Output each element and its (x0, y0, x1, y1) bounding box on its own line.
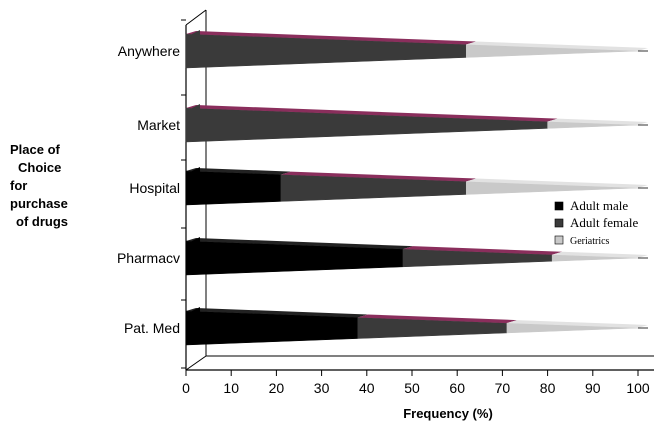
bar-top-market-geriatrics (547, 118, 648, 125)
category-label-anywhere: Anywhere (118, 43, 180, 59)
category-label-pat-med: Pat. Med (124, 320, 180, 336)
x-tick-label: 20 (269, 380, 285, 396)
x-tick-label: 70 (495, 380, 511, 396)
bar-top-pat-med-adult-male (186, 308, 368, 318)
bar-hospital-adult-male (185, 170, 282, 206)
y-axis-title-line: of drugs (16, 214, 68, 229)
legend: Adult male Adult female Geriatrics (554, 198, 638, 247)
bar-top-hospital-adult-female (280, 171, 477, 182)
bar-top-pharmacv-adult-male (186, 238, 413, 250)
x-tick-label: 90 (585, 380, 601, 396)
bar-base-market (192, 104, 200, 142)
bar-pharmacv-geriatrics (551, 254, 639, 262)
legend-label-adult-female: Adult female (570, 215, 638, 230)
x-tick-label: 10 (223, 380, 239, 396)
bar-top-pharmacv-adult-female (402, 246, 563, 255)
legend-swatch-adult-female (554, 218, 564, 228)
x-tick-label: 40 (359, 380, 375, 396)
legend-label-adult-male: Adult male (570, 198, 628, 213)
bar-top-anywhere-geriatrics (466, 41, 648, 51)
bar-top-hospital-geriatrics (466, 178, 648, 188)
x-ticks-group: 0 10 20 30 40 50 60 70 80 90 100 (182, 370, 650, 396)
bar-top-hospital-adult-male (186, 168, 291, 175)
bar-top-pat-med-adult-female (357, 314, 517, 324)
legend-swatch-adult-male (554, 201, 564, 211)
bar-top-pharmacv-geriatrics (552, 251, 648, 258)
bar-market-geriatrics (547, 121, 639, 129)
category-labels-group: Anywhere Market Hospital Pharmacv Pat. Med (117, 43, 180, 336)
floor-left-edge (185, 355, 207, 371)
legend-label-geriatrics: Geriatrics (570, 236, 610, 247)
y-axis-title-line: purchase (10, 196, 68, 211)
x-tick-label: 100 (626, 380, 650, 396)
x-tick-label: 60 (449, 380, 465, 396)
x-tick-label: 50 (404, 380, 420, 396)
y-axis-title-line: for (10, 178, 27, 193)
left-wall-top-edge (185, 9, 207, 26)
y-axis-title: Place of Choice for purchase of drugs (10, 142, 68, 229)
category-label-market: Market (137, 117, 180, 133)
category-label-hospital: Hospital (129, 180, 180, 196)
bar-base-hospital (192, 167, 200, 205)
bar-top-pat-med-geriatrics (506, 320, 648, 328)
bar-base-anywhere (192, 30, 200, 68)
bars-group (185, 30, 648, 346)
x-tick-label: 30 (314, 380, 330, 396)
bar-base-pharmacv (192, 237, 200, 275)
y-axis-title-line: Choice (18, 160, 61, 175)
bar-base-pat-med (192, 307, 200, 345)
x-tick-label: 80 (540, 380, 556, 396)
x-tick-label: 0 (182, 380, 190, 396)
x-axis-title: Frequency (%) (403, 406, 493, 421)
bar-top-market-adult-female (186, 105, 558, 122)
legend-swatch-geriatrics (554, 235, 564, 245)
category-label-pharmacv: Pharmacv (117, 250, 180, 266)
bar-top-anywhere-adult-female (186, 31, 477, 45)
y-axis-title-line: Place of (10, 142, 61, 157)
